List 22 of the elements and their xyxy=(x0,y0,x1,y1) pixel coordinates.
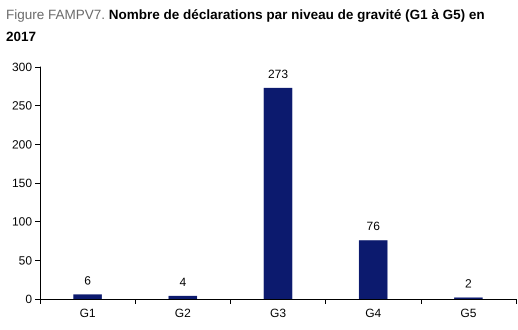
x-tick-label: G3 xyxy=(270,306,286,320)
y-tick-label: 100 xyxy=(12,214,32,229)
data-label: 4 xyxy=(179,274,186,289)
y-tick-label: 150 xyxy=(12,176,32,190)
chart-title: Figure FAMPV7. Nombre de déclarations par niveau de gravité (G1 à G5) en 2017 xyxy=(6,6,486,46)
data-label: 76 xyxy=(366,219,380,234)
data-label: 2 xyxy=(465,276,472,290)
bar xyxy=(358,240,388,299)
bar xyxy=(168,296,198,299)
x-tick-label: G1 xyxy=(80,306,96,320)
x-tick-label: G5 xyxy=(460,306,477,320)
data-label: 6 xyxy=(84,273,92,288)
y-tick-label: 50 xyxy=(18,253,32,268)
y-tick-label: 300 xyxy=(12,60,32,74)
x-tick-label: G2 xyxy=(174,306,192,320)
data-label: 273 xyxy=(268,66,288,81)
y-tick-label: 0 xyxy=(25,292,32,306)
y-tick-label: 200 xyxy=(12,137,32,152)
bar xyxy=(73,294,102,299)
y-tick-label: 250 xyxy=(12,98,32,113)
x-tick-label: G4 xyxy=(365,306,382,320)
bar xyxy=(264,88,292,299)
